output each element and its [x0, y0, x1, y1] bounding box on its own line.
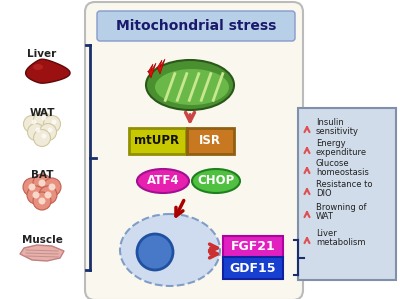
Circle shape [36, 127, 40, 132]
Text: Liver
metabolism: Liver metabolism [316, 229, 366, 247]
Text: WAT: WAT [29, 108, 55, 118]
Polygon shape [20, 245, 64, 261]
Circle shape [38, 179, 46, 187]
Text: Muscle: Muscle [22, 235, 62, 245]
Ellipse shape [192, 169, 240, 193]
Text: BAT: BAT [31, 170, 53, 180]
Ellipse shape [155, 69, 229, 105]
Ellipse shape [33, 64, 43, 70]
FancyBboxPatch shape [85, 2, 303, 299]
FancyBboxPatch shape [187, 128, 234, 154]
Circle shape [28, 123, 44, 141]
Text: Browning of
WAT: Browning of WAT [316, 203, 366, 221]
Ellipse shape [120, 214, 220, 286]
Text: FGF21: FGF21 [231, 240, 275, 254]
FancyBboxPatch shape [298, 108, 396, 280]
Circle shape [52, 120, 56, 124]
Text: Energy
expenditure: Energy expenditure [316, 139, 367, 157]
Circle shape [33, 174, 51, 192]
Text: GDF15: GDF15 [230, 262, 276, 274]
Circle shape [32, 191, 40, 199]
Circle shape [40, 123, 56, 141]
Circle shape [27, 186, 45, 204]
Text: Resistance to
DIO: Resistance to DIO [316, 180, 372, 198]
Text: Glucose
homeostasis: Glucose homeostasis [316, 159, 369, 177]
Ellipse shape [146, 60, 234, 110]
Text: ATF4: ATF4 [147, 175, 179, 187]
Polygon shape [148, 63, 156, 78]
Circle shape [43, 178, 61, 196]
FancyBboxPatch shape [97, 11, 295, 41]
Circle shape [32, 120, 36, 124]
FancyBboxPatch shape [223, 236, 283, 258]
FancyBboxPatch shape [223, 257, 283, 279]
Circle shape [42, 133, 46, 138]
FancyBboxPatch shape [129, 128, 186, 154]
Circle shape [42, 115, 46, 120]
Circle shape [48, 127, 52, 132]
Text: CHOP: CHOP [197, 175, 235, 187]
Circle shape [23, 178, 41, 196]
Circle shape [34, 129, 50, 147]
Circle shape [44, 191, 52, 199]
Text: Liver: Liver [27, 49, 57, 59]
Text: Mitochondrial stress: Mitochondrial stress [116, 19, 276, 33]
Circle shape [33, 192, 51, 210]
Circle shape [48, 184, 56, 190]
Text: ISR: ISR [199, 135, 221, 147]
Circle shape [137, 234, 173, 270]
Circle shape [39, 186, 57, 204]
Polygon shape [157, 59, 165, 74]
Ellipse shape [137, 169, 189, 193]
Circle shape [24, 115, 40, 132]
Circle shape [44, 115, 60, 132]
Circle shape [38, 198, 46, 205]
Polygon shape [26, 59, 70, 83]
Text: Insulin
sensitivity: Insulin sensitivity [316, 118, 359, 136]
Circle shape [34, 112, 50, 129]
Circle shape [28, 184, 36, 190]
Text: mtUPR: mtUPR [134, 135, 180, 147]
